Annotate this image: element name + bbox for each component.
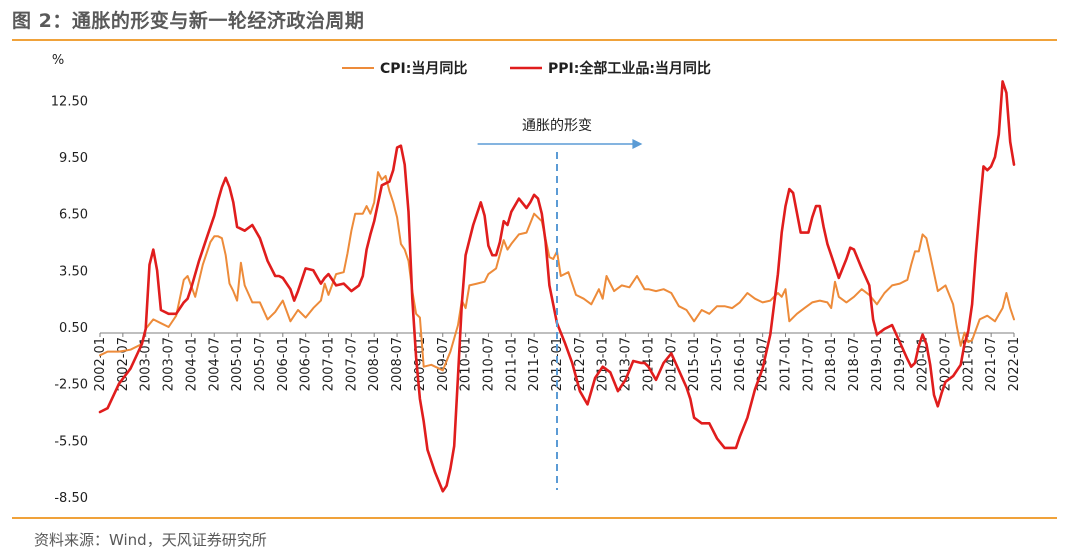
- y-tick-label: -2.50: [54, 378, 88, 393]
- x-tick-label: 2012-01: [550, 337, 565, 391]
- x-tick-label: 2003-07: [162, 337, 177, 391]
- y-tick-label: -5.50: [54, 434, 88, 449]
- x-tick-label: 2014-01: [641, 337, 656, 391]
- legend-label: PPI:全部工业品:当月同比: [548, 60, 711, 77]
- chart-annotation: 通胀的形变: [477, 118, 643, 490]
- y-tick-label: 3.50: [59, 264, 88, 279]
- y-tick-label: 0.50: [59, 321, 88, 336]
- chart-legend: CPI:当月同比 PPI:全部工业品:当月同比: [342, 60, 711, 77]
- x-tick-label: 2018-07: [847, 337, 862, 391]
- x-tick-label: 2012-07: [573, 337, 588, 391]
- x-tick-label: 2007-01: [322, 337, 337, 391]
- y-tick-label: 6.50: [59, 208, 88, 223]
- y-tick-label: -8.50: [54, 491, 88, 506]
- x-tick-label: 2011-01: [504, 337, 519, 391]
- x-tick-label: 2008-07: [390, 337, 405, 391]
- x-tick-label: 2021-07: [984, 337, 999, 391]
- x-tick-label: 2022-01: [1007, 337, 1022, 391]
- x-tick-label: 2007-07: [344, 337, 359, 391]
- legend-label: CPI:当月同比: [380, 60, 467, 77]
- chart-series-lines: [98, 80, 1016, 493]
- x-tick-label: 2011-07: [527, 337, 542, 391]
- x-tick-label: 2004-01: [184, 337, 199, 391]
- x-tick-label: 2017-07: [801, 337, 816, 391]
- x-tick-label: 2010-07: [481, 337, 496, 391]
- x-tick-label: 2005-01: [230, 337, 245, 391]
- x-tick-label: 2006-01: [276, 337, 291, 391]
- x-tick-label: 2008-01: [367, 337, 382, 391]
- source-note: 资料来源：Wind，天风证券研究所: [34, 531, 267, 549]
- line-chart: % 12.50 9.50 6.50 3.50 0.50 -2.50 -5.50 -8.50 200…: [51, 53, 1022, 506]
- x-tick-label: 2019-01: [870, 337, 885, 391]
- x-tick-label: 2003-01: [139, 337, 154, 391]
- x-tick-label: 2016-01: [733, 337, 748, 391]
- x-tick-label: 2015-01: [687, 337, 702, 391]
- x-tick-label: 2010-01: [459, 337, 474, 391]
- figure-title: 图 2：通胀的形变与新一轮经济政治周期: [12, 10, 365, 32]
- cpi-series-line: [99, 171, 1015, 372]
- x-tick-label: 2021-01: [961, 337, 976, 391]
- x-tick-label: 2009-07: [436, 337, 451, 391]
- x-tick-label: 2002-01: [93, 337, 108, 391]
- x-tick-label: 2013-07: [619, 337, 634, 391]
- top-divider: [12, 39, 1057, 41]
- x-tick-label: 2004-07: [207, 337, 222, 391]
- y-tick-label: 12.50: [51, 94, 88, 109]
- ppi-series-line: [98, 80, 1016, 493]
- y-axis-unit-label: %: [52, 53, 64, 68]
- x-tick-label: 2015-07: [710, 337, 725, 391]
- y-tick-label: 9.50: [59, 151, 88, 166]
- annotation-arrow-head: [632, 139, 643, 149]
- x-tick-label: 2018-01: [824, 337, 839, 391]
- bottom-divider: [12, 517, 1057, 519]
- x-tick-label: 2006-07: [299, 337, 314, 391]
- x-tick-label: 2014-07: [664, 337, 679, 391]
- x-tick-label: 2005-07: [253, 337, 268, 391]
- x-tick-label: 2017-01: [779, 337, 794, 391]
- x-tick-label: 2013-01: [596, 337, 611, 391]
- annotation-text: 通胀的形变: [522, 118, 592, 134]
